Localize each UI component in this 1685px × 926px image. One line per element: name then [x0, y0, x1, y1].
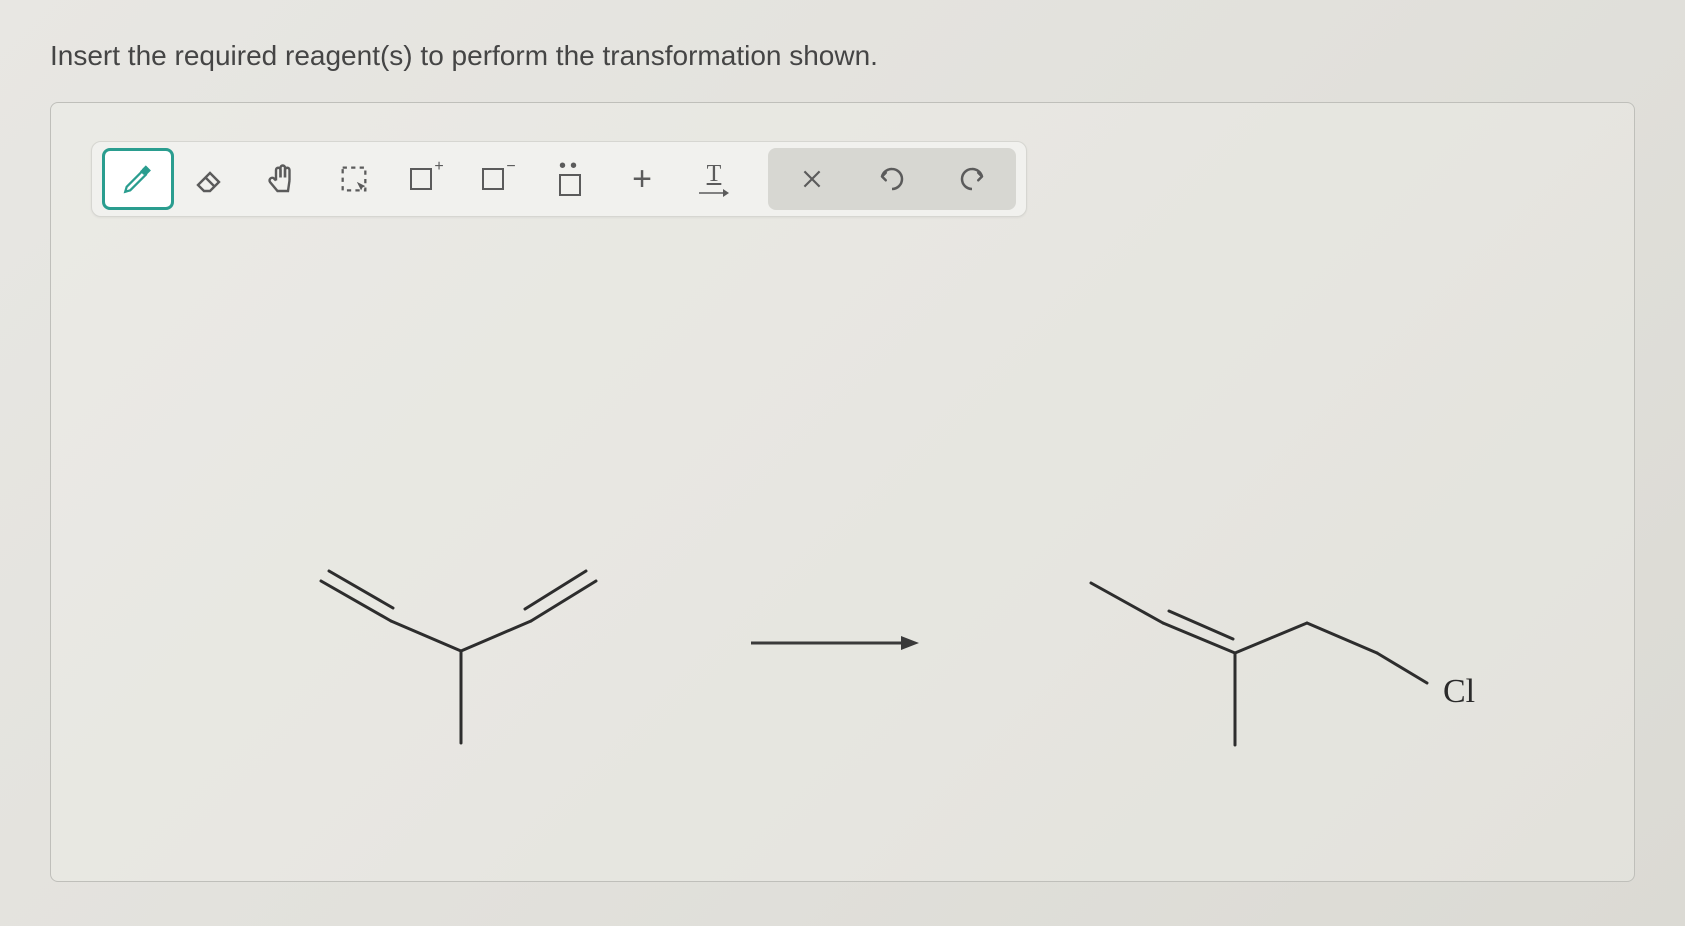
text-arrow-icon: T: [699, 161, 729, 198]
square-minus-icon: −: [482, 168, 513, 190]
chlorine-label: Cl: [1443, 673, 1475, 711]
eraser-tool[interactable]: [174, 148, 246, 210]
redo-button[interactable]: [932, 150, 1012, 208]
plus-icon: +: [632, 160, 652, 199]
starting-material: [301, 533, 601, 763]
hand-tool[interactable]: [246, 148, 318, 210]
question-text: Insert the required reagent(s) to perfor…: [50, 40, 1635, 72]
drawing-panel: + − •• + T: [50, 102, 1635, 882]
reaction-canvas[interactable]: Cl: [51, 243, 1634, 881]
toolbar: + − •• + T: [91, 141, 1027, 217]
lone-pair-icon: ••: [559, 162, 581, 196]
edit-group: [768, 148, 1016, 210]
clear-button[interactable]: [772, 150, 852, 208]
negative-charge-tool[interactable]: −: [462, 148, 534, 210]
pencil-tool[interactable]: [102, 148, 174, 210]
marquee-tool[interactable]: [318, 148, 390, 210]
reaction-arrow: [751, 633, 921, 653]
add-tool[interactable]: +: [606, 148, 678, 210]
text-arrow-tool[interactable]: T: [678, 148, 750, 210]
lone-pair-tool[interactable]: ••: [534, 148, 606, 210]
positive-charge-tool[interactable]: +: [390, 148, 462, 210]
undo-button[interactable]: [852, 150, 932, 208]
product-structure: [1071, 533, 1441, 763]
square-plus-icon: +: [410, 168, 441, 190]
